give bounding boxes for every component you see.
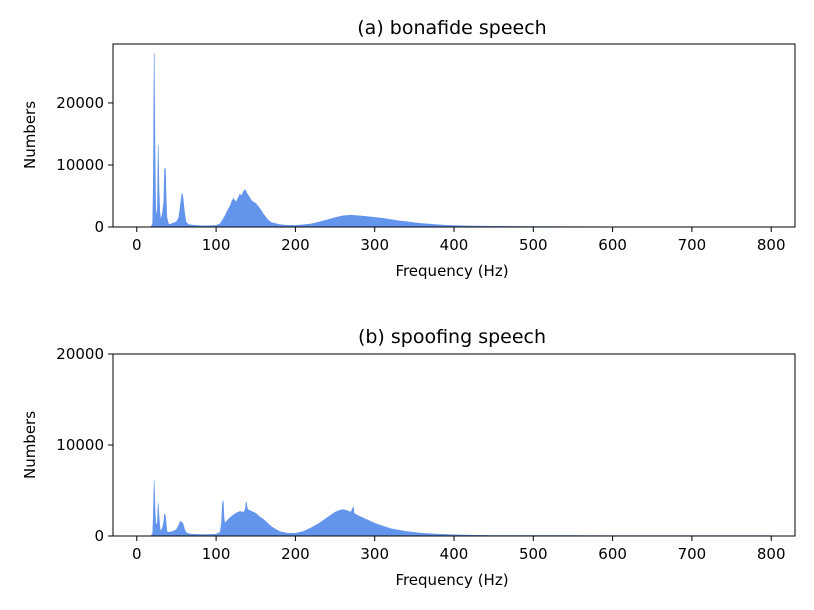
y-axis-label: Numbers	[21, 411, 39, 479]
series-area-0	[136, 53, 772, 228]
series-area	[136, 53, 772, 228]
y-tick-label: 20000	[56, 94, 104, 112]
x-tick-label: 600	[598, 236, 627, 254]
y-axis-label: Numbers	[21, 101, 39, 169]
panel-spoofing: (b) spoofing speech 0 100 200 300 400 500 600 7…	[21, 326, 796, 589]
x-tick-label: 700	[678, 545, 707, 563]
x-tick-label: 100	[202, 545, 231, 563]
x-tick-label: 700	[678, 236, 707, 254]
x-tick-label: 800	[757, 236, 786, 254]
chart-title: (a) bonafide speech	[357, 17, 546, 39]
x-tick-label: 200	[281, 545, 310, 563]
x-tick-label: 100	[202, 236, 231, 254]
y-tick-label: 10000	[56, 156, 104, 174]
panel-bonafide: (a) bonafide speech 0 100 200 300 400 500 600 7…	[21, 17, 796, 280]
x-tick-label: 500	[519, 236, 548, 254]
x-tick-label: 200	[281, 236, 310, 254]
y-tick-label: 0	[94, 218, 104, 236]
x-tick-label: 400	[440, 545, 469, 563]
y-tick-label: 10000	[56, 436, 104, 454]
x-tick-label: 0	[132, 545, 142, 563]
axis-ticks: 0 100 200 300 400 500 600 700 800 0 10000 20000	[56, 345, 785, 563]
x-tick-label: 800	[757, 545, 786, 563]
series-area-0	[136, 480, 772, 537]
y-tick-label: 0	[94, 527, 104, 545]
chart-title: (b) spoofing speech	[358, 326, 546, 348]
x-tick-label: 0	[132, 236, 142, 254]
axis-ticks: 0 100 200 300 400 500 600 700 800 0 10000 20000	[56, 94, 785, 254]
x-axis-label: Frequency (Hz)	[395, 571, 508, 589]
x-tick-label: 300	[360, 236, 389, 254]
x-tick-label: 400	[440, 236, 469, 254]
plot-frame	[112, 43, 796, 228]
x-tick-label: 500	[519, 545, 548, 563]
x-tick-label: 300	[360, 545, 389, 563]
plot-frame	[112, 353, 796, 537]
x-axis-label: Frequency (Hz)	[395, 262, 508, 280]
y-tick-label: 20000	[56, 345, 104, 363]
series-area	[136, 480, 772, 537]
x-tick-label: 600	[598, 545, 627, 563]
